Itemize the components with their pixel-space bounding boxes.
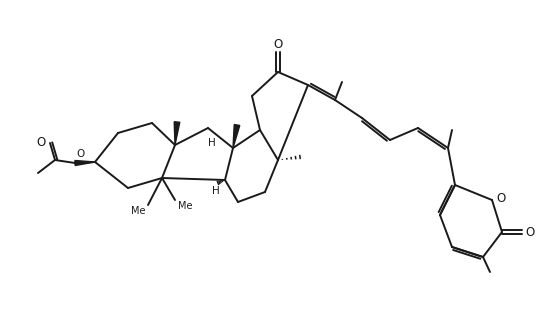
Polygon shape (75, 160, 95, 166)
Text: O: O (525, 226, 534, 238)
Text: Me: Me (178, 201, 193, 211)
Text: Me: Me (131, 206, 145, 216)
Text: O: O (76, 149, 84, 159)
Text: O: O (273, 38, 282, 51)
Text: H: H (212, 186, 220, 196)
Text: O: O (496, 192, 505, 204)
Text: O: O (37, 136, 46, 150)
Polygon shape (174, 122, 180, 145)
Text: H: H (208, 138, 216, 148)
Polygon shape (233, 125, 240, 148)
